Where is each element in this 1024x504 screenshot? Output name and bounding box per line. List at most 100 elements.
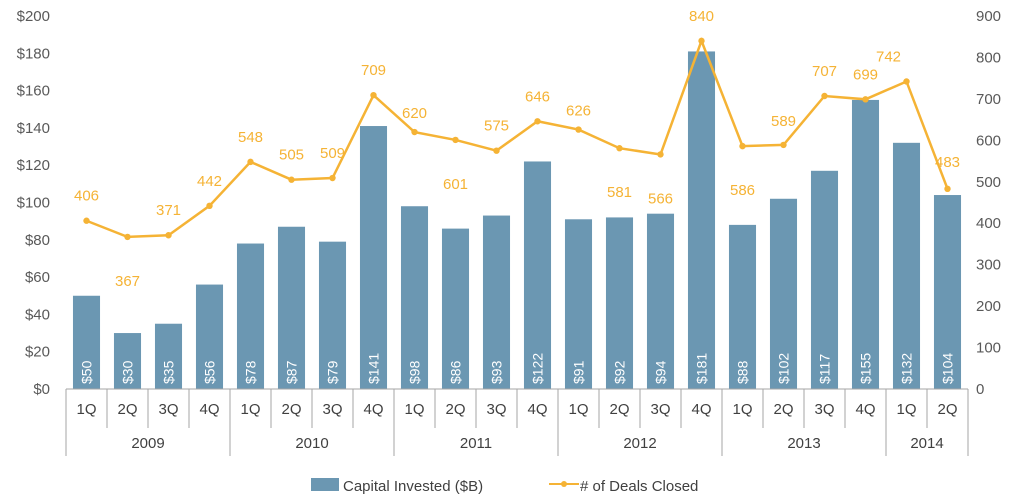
bar xyxy=(605,217,634,389)
quarter-label: 1Q xyxy=(76,401,96,418)
bar xyxy=(687,51,716,390)
right-axis-tick-label: 600 xyxy=(976,132,1001,149)
quarter-label: 3Q xyxy=(158,401,178,418)
line-point xyxy=(165,232,172,239)
line-value-label: 709 xyxy=(361,62,386,79)
left-axis-tick-label: $100 xyxy=(17,195,50,212)
left-axis-tick-label: $80 xyxy=(25,232,50,249)
quarter-label: 2Q xyxy=(773,401,793,418)
line-point xyxy=(452,136,459,144)
right-axis-tick-label: 400 xyxy=(976,215,1001,232)
right-axis-tick-label: 0 xyxy=(976,381,984,398)
line-point xyxy=(698,37,705,45)
quarter-label: 3Q xyxy=(322,401,342,418)
bar-value-label: $88 xyxy=(735,360,751,384)
line-value-label: 581 xyxy=(607,184,632,201)
line-point xyxy=(370,91,377,99)
bar-series: $50 $30 $35 $56 $78 $87 $79 $141 $98 $86 $93 $122 $9… xyxy=(72,51,962,390)
bar xyxy=(646,213,675,389)
line-value-label: 566 xyxy=(648,190,673,207)
bar xyxy=(892,142,921,389)
quarter-label: 1Q xyxy=(896,401,916,418)
line-value-label: 707 xyxy=(812,63,837,80)
right-axis-tick-label: 900 xyxy=(976,8,1001,25)
line-point xyxy=(247,158,254,166)
quarter-label: 2Q xyxy=(281,401,301,418)
line-value-label: 699 xyxy=(853,66,878,83)
right-axis-tick-label: 800 xyxy=(976,49,1001,66)
bar xyxy=(400,206,429,389)
line-value-label: 646 xyxy=(525,88,550,105)
line-point xyxy=(821,92,828,100)
bar-value-label: $98 xyxy=(407,360,423,384)
bar xyxy=(72,295,101,389)
left-axis-tick-label: $20 xyxy=(25,344,50,361)
line-point xyxy=(903,78,910,85)
bar-value-label: $94 xyxy=(653,360,669,384)
line-point xyxy=(862,96,869,103)
bar xyxy=(769,198,798,389)
left-axis: $0 $20 $40 $60 $80 $100 $120 $140 $160 $180 $200 xyxy=(17,8,50,398)
legend-bar-swatch xyxy=(311,478,339,491)
legend-bar-label: Capital Invested ($B) xyxy=(343,478,483,495)
quarter-label: 4Q xyxy=(855,401,875,418)
bar-value-label: $78 xyxy=(243,360,259,384)
line-value-label: 406 xyxy=(74,188,99,205)
bar-value-label: $86 xyxy=(448,360,464,384)
bar xyxy=(564,219,593,389)
line-point xyxy=(124,233,131,241)
quarter-label: 1Q xyxy=(240,401,260,418)
bar-value-label: $30 xyxy=(120,360,136,384)
line-value-label: 367 xyxy=(115,273,140,290)
line-value-label: 483 xyxy=(935,154,960,171)
bar xyxy=(236,243,265,389)
bar xyxy=(359,126,388,389)
bar xyxy=(933,195,962,389)
bar xyxy=(482,215,511,389)
line-point xyxy=(780,141,787,149)
bar-value-label: $93 xyxy=(489,360,505,384)
line-value-label: 442 xyxy=(197,173,222,190)
quarter-label: 3Q xyxy=(814,401,834,418)
bar-value-label: $141 xyxy=(366,353,382,384)
bar-value-label: $87 xyxy=(284,360,300,384)
line-point xyxy=(206,202,213,210)
quarter-label: 2Q xyxy=(937,401,957,418)
line-value-label: 509 xyxy=(320,145,345,162)
bar-value-label: $79 xyxy=(325,360,341,384)
bar-value-label: $91 xyxy=(571,360,587,384)
line-value-label: 586 xyxy=(730,182,755,199)
line-point xyxy=(616,145,623,152)
bar-value-label: $104 xyxy=(940,353,956,384)
right-axis: 0 100 200 300 400 500 600 700 800 900 xyxy=(976,8,1001,398)
year-label: 2009 xyxy=(131,435,164,452)
bar-value-label: $117 xyxy=(817,354,833,384)
line-value-label: 575 xyxy=(484,118,509,135)
bar xyxy=(523,161,552,389)
line-value-label: 371 xyxy=(156,202,181,219)
quarter-label: 3Q xyxy=(650,401,670,418)
quarter-label: 2Q xyxy=(445,401,465,418)
line-point xyxy=(329,174,336,182)
bar xyxy=(441,228,470,389)
right-axis-tick-label: 500 xyxy=(976,174,1001,191)
line-point xyxy=(534,118,541,125)
left-axis-tick-label: $120 xyxy=(17,157,50,174)
bar-value-label: $155 xyxy=(858,353,874,384)
line-value-label: 742 xyxy=(876,48,901,65)
bar xyxy=(810,170,839,389)
quarter-label: 4Q xyxy=(199,401,219,418)
line-point xyxy=(575,126,582,133)
bar xyxy=(851,99,880,390)
deals-line xyxy=(86,37,949,239)
left-axis-tick-label: $180 xyxy=(17,45,50,62)
x-axis: 1Q 2Q 3Q 4Q 1Q 2Q 3Q 4Q 1Q 2Q 3Q 4Q 1Q 2Q 3Q 4Q 1Q 2Q 3Q 4Q… xyxy=(65,388,969,456)
left-axis-tick-label: $140 xyxy=(17,120,50,137)
quarter-label: 4Q xyxy=(527,401,547,418)
bar xyxy=(318,241,347,389)
right-axis-tick-label: 700 xyxy=(976,91,1001,108)
quarter-label: 4Q xyxy=(363,401,383,418)
left-axis-tick-label: $160 xyxy=(17,83,50,100)
left-axis-tick-label: $60 xyxy=(25,269,50,286)
line-point xyxy=(944,185,951,193)
